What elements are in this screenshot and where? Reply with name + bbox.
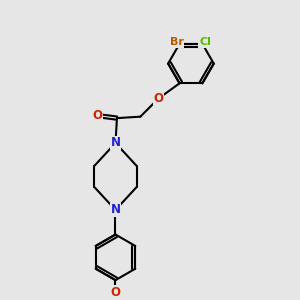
Text: O: O <box>92 109 102 122</box>
Text: O: O <box>110 286 121 299</box>
Text: O: O <box>154 92 164 105</box>
Text: Br: Br <box>170 38 184 47</box>
Text: N: N <box>110 203 121 217</box>
Text: Cl: Cl <box>199 38 211 47</box>
Text: N: N <box>110 136 121 149</box>
